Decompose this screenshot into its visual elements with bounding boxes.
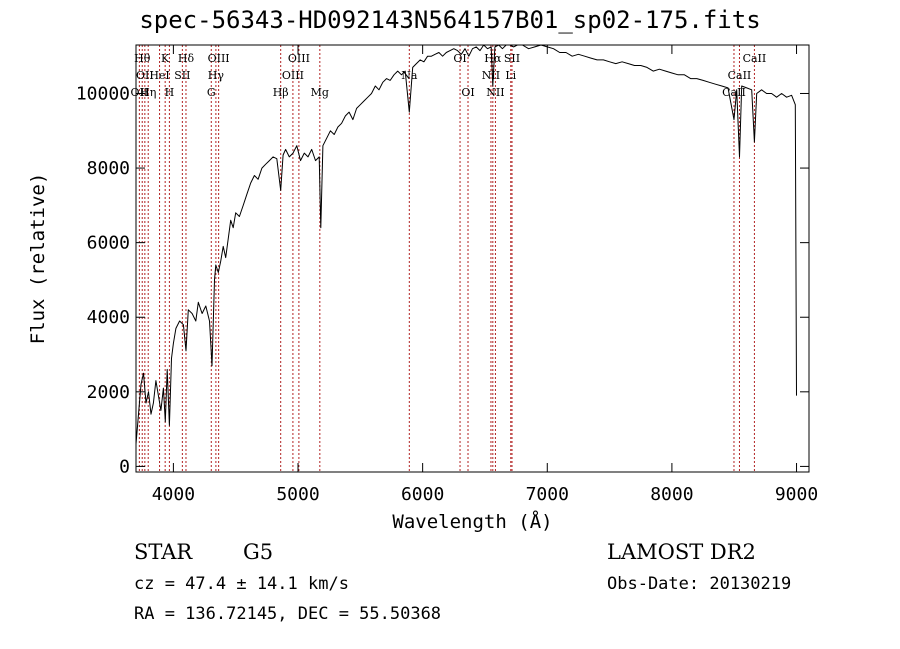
y-tick-label: 6000 <box>87 233 130 254</box>
spectral-line-label: CaII <box>743 52 767 65</box>
spectral-line-label: OIII <box>288 52 310 65</box>
spectral-line-label: Hθ <box>134 52 151 65</box>
x-tick-label: 4000 <box>152 484 195 505</box>
spectral-line-label: NII <box>482 69 500 82</box>
spectral-line-label: NII <box>486 86 504 99</box>
x-tick-label: 8000 <box>650 484 693 505</box>
spectral-line-label: SII <box>174 69 190 82</box>
spectral-line-label: Hα <box>484 52 502 65</box>
spectral-line-labels: OIIHθOIIHηHeIKHSIIHδGHγOIIIHβOIIIOIIIMgN… <box>131 52 767 99</box>
x-tick-label: 5000 <box>276 484 319 505</box>
redshift-velocity: cz = 47.4 ± 14.1 km/s <box>134 574 349 594</box>
spectral-line-label: Mg <box>311 86 329 99</box>
spectral-line-label: OII <box>136 69 154 82</box>
y-tick-label: 10000 <box>76 83 130 104</box>
spectral-line-label: Hη <box>140 86 156 99</box>
sky-coordinates: RA = 136.72145, DEC = 55.50368 <box>134 604 442 624</box>
x-tick-label: 9000 <box>775 484 818 505</box>
spectral-line-label: CaII <box>722 86 746 99</box>
spectral-line-label: Na <box>401 69 418 82</box>
y-tick-label: 4000 <box>87 307 130 328</box>
spectral-line-label: OI <box>461 86 474 99</box>
y-tick-label: 0 <box>119 456 130 477</box>
spectral-line-label: Hβ <box>273 86 289 99</box>
spectral-line-label: OIII <box>208 52 230 65</box>
plot-frame <box>135 44 810 473</box>
spectral-line-label: CaII <box>728 69 752 82</box>
spectral-line-label: OI <box>453 52 466 65</box>
spectral-line-markers <box>138 45 755 472</box>
spectral-line-label: Hδ <box>178 52 195 65</box>
survey-name: LAMOST DR2 <box>607 540 756 564</box>
series-group <box>135 44 797 445</box>
x-tick-label: 7000 <box>526 484 569 505</box>
spectral-line-label: OIII <box>282 69 304 82</box>
observation-date: Obs-Date: 20130219 <box>607 574 792 594</box>
spectral-line-label: Hγ <box>208 69 225 82</box>
spectral-line-label: K <box>161 52 170 65</box>
spectrum-series-line <box>135 44 797 445</box>
x-axis-label: Wavelength (Å) <box>392 510 552 533</box>
spectral-line-label: G <box>207 86 216 99</box>
y-axis-label: Flux (relative) <box>27 173 49 345</box>
y-tick-label: 2000 <box>87 382 130 403</box>
spectral-line-label: Li <box>505 69 516 82</box>
object-class: STAR <box>134 540 193 564</box>
tick-group: 4000 5000 6000 7000 8000 9000 0 2000 4000 6000 800… <box>76 45 818 505</box>
chart-title: spec-56343-HD092143N564157B01_sp02-175.f… <box>139 6 761 34</box>
y-tick-label: 8000 <box>87 158 130 179</box>
spectral-line-label: OII <box>131 86 149 99</box>
object-subclass: G5 <box>243 540 274 564</box>
spectral-line-label: HeI <box>149 69 169 82</box>
spectral-line-label: H <box>165 86 175 99</box>
x-tick-label: 6000 <box>401 484 444 505</box>
spectral-line-label: SII <box>504 52 520 65</box>
